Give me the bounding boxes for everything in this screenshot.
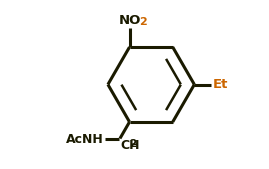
Text: NO: NO bbox=[118, 14, 141, 27]
Text: 2: 2 bbox=[139, 17, 147, 27]
Text: CH: CH bbox=[120, 139, 140, 152]
Text: 2: 2 bbox=[129, 139, 136, 149]
Text: Et: Et bbox=[212, 78, 228, 91]
Text: AcNH: AcNH bbox=[66, 133, 104, 146]
